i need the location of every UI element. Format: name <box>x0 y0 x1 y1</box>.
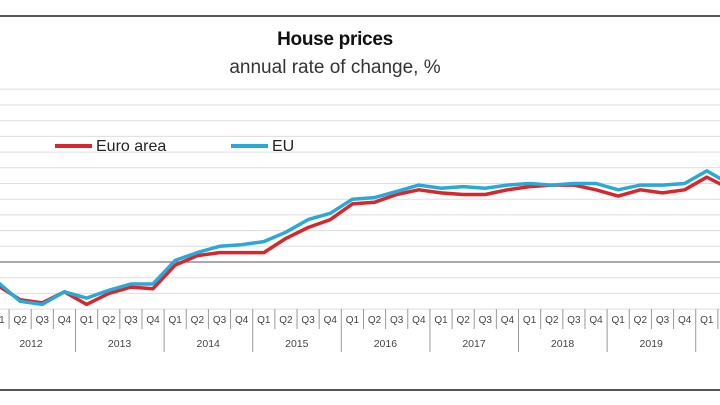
x-tick-label: Q1 <box>346 315 360 326</box>
x-tick-label: Q1 <box>700 315 714 326</box>
x-tick-label: Q4 <box>678 315 692 326</box>
legend: Euro area EU <box>55 138 294 155</box>
x-year-label: 2013 <box>108 338 132 350</box>
x-year-label: 2012 <box>19 338 43 350</box>
x-tick-label: Q2 <box>279 315 293 326</box>
x-tick-label: Q4 <box>589 315 603 326</box>
series-line-eu <box>0 169 720 307</box>
x-tick-label: Q2 <box>13 315 27 326</box>
x-tick-label: Q2 <box>191 315 205 326</box>
x-year-label: 2015 <box>285 338 309 350</box>
x-tick-label: Q3 <box>36 315 50 326</box>
x-year-label: 2017 <box>462 338 486 350</box>
x-tick-label: Q3 <box>301 315 315 326</box>
x-tick-label: Q4 <box>412 315 426 326</box>
series-lines <box>0 169 720 307</box>
x-year-label: 2016 <box>374 338 398 350</box>
x-axis: Q1 Q2 Q3 Q4 Q1 Q2 Q3 Q4 Q1 Q2 Q3 Q4 Q1 Q2 Q3 Q4 Q1 Q2 Q3 Q4… <box>0 309 719 352</box>
x-year-label: 2014 <box>197 338 221 350</box>
legend-label-eu: EU <box>272 138 294 155</box>
x-tick-label: Q1 <box>257 315 271 326</box>
x-tick-label: Q2 <box>545 315 559 326</box>
x-tick-label: Q2 <box>102 315 116 326</box>
chart-title: House prices <box>277 29 393 50</box>
x-tick-label: Q1 <box>0 315 5 326</box>
x-tick-label: Q3 <box>479 315 493 326</box>
x-tick-label: Q3 <box>390 315 404 326</box>
x-tick-label: Q4 <box>235 315 249 326</box>
x-tick-label: Q3 <box>656 315 670 326</box>
chart-subtitle: annual rate of change, % <box>229 57 441 78</box>
x-tick-label: Q2 <box>368 315 382 326</box>
x-tick-label: Q4 <box>58 315 72 326</box>
x-tick-label: Q1 <box>169 315 183 326</box>
series-line-euro-area <box>0 175 720 307</box>
x-tick-label: Q3 <box>124 315 138 326</box>
frame-top-border <box>0 15 720 17</box>
x-tick-label: Q1 <box>434 315 448 326</box>
x-tick-label: Q4 <box>146 315 160 326</box>
x-tick-label: Q2 <box>456 315 470 326</box>
x-tick-label: Q1 <box>80 315 94 326</box>
x-year-label: 2018 <box>551 338 575 350</box>
x-tick-label: Q4 <box>324 315 338 326</box>
x-year-label: 2019 <box>640 338 664 350</box>
x-tick-label: Q3 <box>567 315 581 326</box>
legend-label-euro-area: Euro area <box>96 138 166 155</box>
x-tick-label: Q1 <box>612 315 626 326</box>
x-tick-label: Q4 <box>501 315 515 326</box>
x-tick-label: Q1 <box>523 315 537 326</box>
x-tick-label: Q2 <box>634 315 648 326</box>
frame-bottom-border <box>0 389 720 391</box>
x-tick-label: Q3 <box>213 315 227 326</box>
